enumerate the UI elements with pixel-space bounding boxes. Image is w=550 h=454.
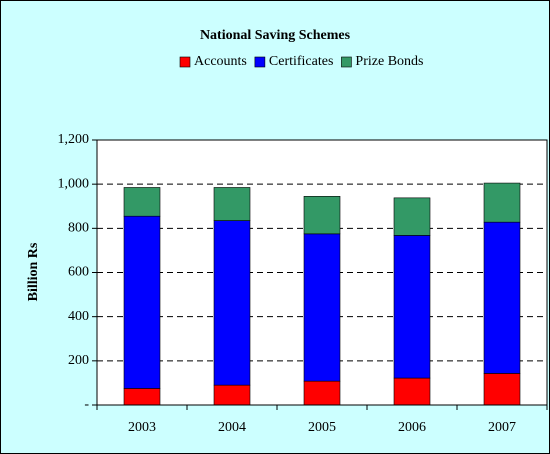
bar-segment	[483, 182, 521, 223]
bar-segment	[483, 221, 521, 374]
y-axis-label: Billion Rs	[26, 242, 41, 301]
y-tick-label: 1,200	[58, 132, 90, 147]
y-tick-label: 600	[68, 265, 89, 280]
bar-segment	[303, 380, 341, 406]
bar-segment	[393, 377, 431, 406]
bar-segment	[213, 187, 251, 221]
legend-label: Certificates	[269, 54, 334, 69]
legend-swatch	[179, 56, 191, 68]
legend-swatch	[254, 56, 266, 68]
bar-segment	[303, 196, 341, 235]
y-tick-label: 400	[68, 309, 89, 324]
bar-segment	[123, 187, 161, 217]
bar-segment	[393, 235, 431, 379]
legend-label: Prize Bonds	[355, 54, 423, 69]
bar-segment	[393, 197, 431, 236]
bar-segment	[303, 233, 341, 382]
bar-segment	[123, 388, 161, 406]
y-tick-label: 200	[68, 353, 89, 368]
chart-title: National Saving Schemes	[200, 28, 351, 43]
y-tick-label: 1,000	[58, 176, 90, 191]
plot-border	[96, 139, 548, 406]
x-tick-label: 2007	[488, 420, 516, 435]
y-tick-label: 800	[68, 221, 89, 236]
legend-label: Accounts	[194, 54, 247, 69]
bar-segment	[123, 215, 161, 389]
bar-segment	[213, 220, 251, 386]
legend-swatch	[341, 56, 352, 68]
bar-segment	[213, 384, 251, 406]
x-tick-label: 2003	[128, 420, 156, 435]
bar-segment	[483, 373, 521, 406]
y-tick-label: -	[84, 397, 89, 412]
x-tick-label: 2005	[308, 420, 336, 435]
x-tick-label: 2004	[218, 420, 246, 435]
x-tick-label: 2006	[398, 420, 426, 435]
